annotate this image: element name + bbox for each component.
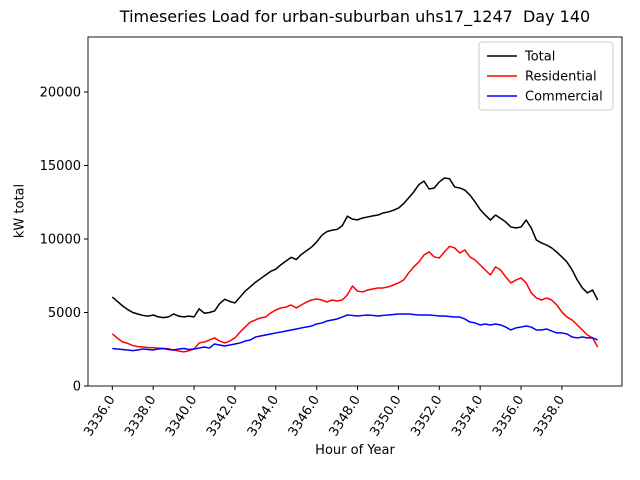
x-tick-label: 3354.0 (449, 393, 486, 439)
y-tick-label: 20000 (40, 85, 81, 100)
y-tick-label: 10000 (40, 232, 81, 247)
x-tick-label: 3346.0 (286, 393, 323, 439)
legend-label: Residential (525, 70, 597, 85)
chart-line-commercial (112, 313, 598, 352)
legend-label: Commercial (525, 90, 603, 105)
chart-line-total (111, 177, 599, 319)
y-tick-label: 0 (73, 380, 81, 395)
x-tick-label: 3340.0 (163, 393, 200, 439)
x-tick-label: 3336.0 (81, 393, 118, 439)
x-axis-label: Hour of Year (315, 443, 395, 458)
y-axis: 0 5000 10000 15000 20000 (40, 85, 88, 395)
chart-line-residential (111, 245, 599, 353)
legend-label: Total (524, 50, 555, 65)
y-tick-label: 15000 (40, 159, 81, 174)
legend: Total Residential Commercial (478, 41, 614, 111)
x-tick-label: 3338.0 (122, 393, 159, 439)
x-axis: 3336.0 3338.0 3340.0 3342.0 3344.0 3346.0 3348… (81, 386, 568, 439)
y-tick-label: 5000 (48, 306, 81, 321)
x-tick-label: 3344.0 (245, 393, 282, 439)
x-tick-label: 3342.0 (204, 393, 241, 439)
legend-box (478, 41, 614, 111)
plot-spines (87, 36, 623, 387)
x-tick-label: 3352.0 (408, 393, 445, 439)
chart-title: Timeseries Load for urban-suburban uhs17… (119, 7, 591, 26)
x-tick-label: 3348.0 (327, 393, 364, 439)
x-tick-label: 3350.0 (367, 393, 404, 439)
x-tick-label: 3356.0 (490, 393, 527, 439)
x-tick-label: 3358.0 (531, 393, 568, 439)
